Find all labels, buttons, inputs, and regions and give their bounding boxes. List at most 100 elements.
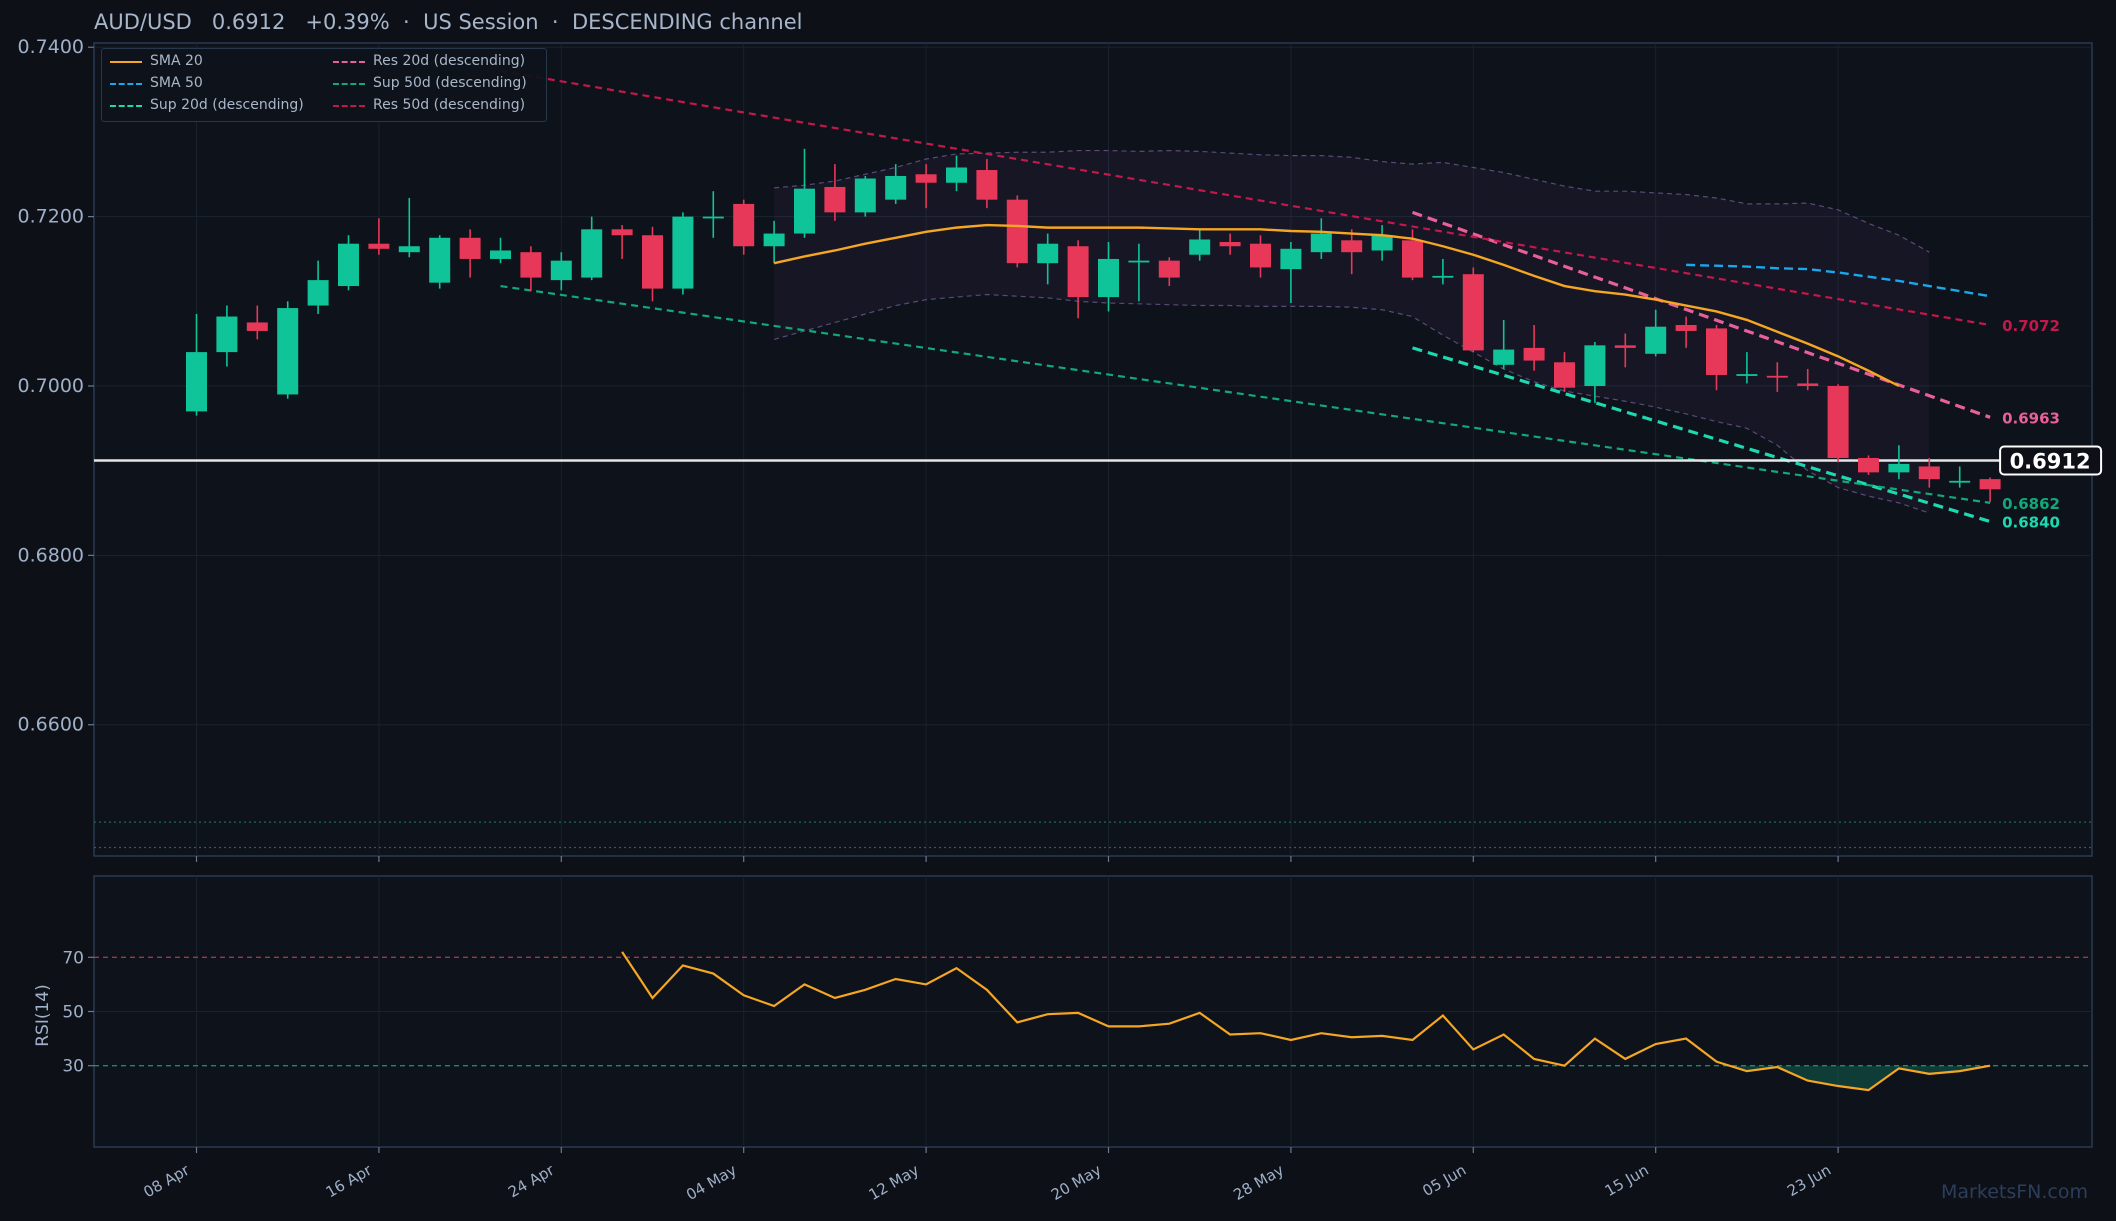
y-tick-label: 0.6600 xyxy=(18,714,84,736)
legend-swatch xyxy=(333,105,365,107)
candle-body xyxy=(1250,243,1271,268)
legend-label: Sup 20d (descending) xyxy=(150,97,304,113)
candle-body xyxy=(490,250,511,259)
legend-swatch xyxy=(333,61,365,63)
candle-body xyxy=(1584,345,1606,386)
candle-body xyxy=(1554,362,1575,388)
y-tick-label: 0.7000 xyxy=(18,375,84,397)
y-tick-label: 0.7400 xyxy=(18,36,84,58)
candle-body xyxy=(1128,260,1150,263)
x-tick-label: 05 Jun xyxy=(1419,1161,1469,1200)
x-tick-label: 23 Jun xyxy=(1784,1161,1834,1200)
candle-body xyxy=(1918,466,1940,480)
candle-body xyxy=(1006,199,1028,264)
candle-body xyxy=(1766,375,1788,378)
candle-body xyxy=(459,237,481,259)
candle-body xyxy=(398,246,420,253)
candle-body xyxy=(429,237,451,283)
candle-body xyxy=(1158,260,1180,278)
watermark: MarketsFN.com xyxy=(1941,1181,2088,1203)
candle-body xyxy=(763,233,785,247)
candle-body xyxy=(733,203,755,247)
candle-body xyxy=(581,229,603,278)
x-tick-label: 24 Apr xyxy=(505,1160,558,1201)
rsi-oversold-fill xyxy=(1838,1065,1869,1091)
current-price-label: 0.6912 xyxy=(2010,450,2091,474)
candle-body xyxy=(1493,349,1515,365)
candle-body xyxy=(672,216,694,289)
candle-body xyxy=(1189,239,1211,255)
candle-body xyxy=(1098,258,1119,298)
legend-label: SMA 20 xyxy=(150,53,203,69)
rsi-tick-label: 50 xyxy=(62,1003,84,1023)
candle-body xyxy=(1219,242,1241,247)
candle-body xyxy=(915,174,937,183)
trend-line xyxy=(1412,346,1991,524)
rsi-tick-label: 30 xyxy=(62,1057,84,1077)
candle-body xyxy=(307,280,329,306)
trend-line xyxy=(1411,210,1991,419)
candle-body xyxy=(1341,240,1363,253)
sma50-line xyxy=(1686,263,1991,298)
candle-body xyxy=(976,170,998,200)
x-tick-label: 08 Apr xyxy=(140,1160,193,1201)
candle-body xyxy=(246,322,268,331)
legend-swatch xyxy=(110,83,142,85)
legend-label: Res 50d (descending) xyxy=(373,97,526,113)
candle-body xyxy=(1797,383,1819,386)
candle-body xyxy=(702,216,724,219)
level-label: 0.6862 xyxy=(2002,495,2060,513)
x-tick-label: 15 Jun xyxy=(1602,1161,1652,1200)
candle-body xyxy=(885,175,907,200)
x-tick-label: 20 May xyxy=(1048,1161,1105,1204)
rsi-line xyxy=(621,951,1991,1092)
candle-body xyxy=(277,308,299,395)
y-tick-label: 0.6800 xyxy=(18,544,84,566)
candle-body xyxy=(1614,345,1636,348)
candle-body xyxy=(1858,457,1879,473)
candle-body xyxy=(946,167,967,183)
candle-body xyxy=(642,235,663,289)
candle-body xyxy=(520,252,542,278)
rsi-axis-label: RSI(14) xyxy=(33,984,53,1047)
chart-legend: SMA 20 Res 20d (descending) SMA 50 Sup 5… xyxy=(101,48,547,122)
candle-body xyxy=(1523,347,1545,361)
x-tick-label: 28 May xyxy=(1230,1161,1287,1204)
candle-body xyxy=(824,186,846,213)
sma20-line xyxy=(773,223,1900,388)
y-tick-label: 0.7200 xyxy=(18,206,84,228)
candle-body xyxy=(550,260,572,281)
candle-body xyxy=(1888,463,1910,473)
band-fill xyxy=(774,150,1930,514)
legend-swatch xyxy=(333,83,365,85)
legend-label: SMA 50 xyxy=(150,75,203,91)
band-lower xyxy=(773,293,1930,514)
candle-body xyxy=(1067,246,1089,298)
candle-body xyxy=(1462,274,1484,351)
legend-swatch xyxy=(110,61,142,63)
candle-body xyxy=(1280,248,1302,270)
candle-body xyxy=(1432,275,1454,278)
level-label: 0.6963 xyxy=(2002,409,2060,427)
candle-body xyxy=(611,229,633,236)
level-label: 0.7072 xyxy=(2002,317,2060,335)
current-price-tag xyxy=(1999,445,2103,476)
x-tick-label: 16 Apr xyxy=(323,1160,376,1201)
candle-body xyxy=(1371,235,1393,251)
chart-title: AUD/USD 0.6912 +0.39% · US Session · DES… xyxy=(94,10,803,34)
candle-body xyxy=(1402,240,1423,278)
candle-body xyxy=(368,243,390,249)
legend-swatch xyxy=(110,105,142,107)
legend-label: Res 20d (descending) xyxy=(373,53,526,69)
price-panel xyxy=(93,42,2093,857)
candle-body xyxy=(216,316,238,353)
candle-body xyxy=(1736,374,1758,376)
candle-body xyxy=(1706,328,1727,375)
candle-body xyxy=(1037,243,1059,264)
candle-body xyxy=(1949,480,1971,483)
level-label: 0.6840 xyxy=(2002,513,2060,531)
candle-body xyxy=(1645,326,1667,354)
candle-body xyxy=(338,243,359,287)
